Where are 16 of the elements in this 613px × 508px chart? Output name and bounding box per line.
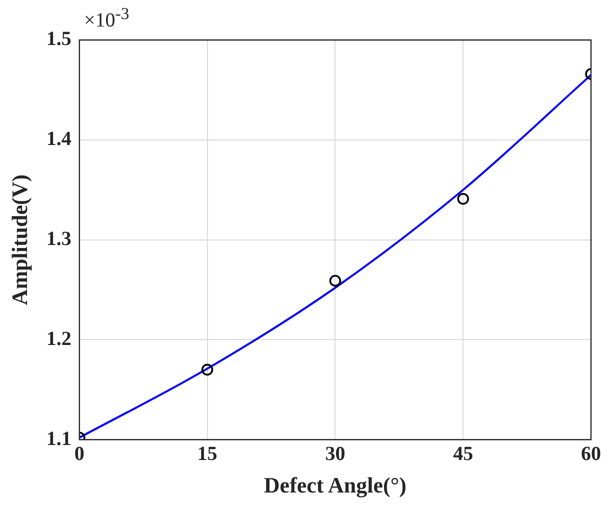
y-axis-title: Amplitude(V) (6, 174, 32, 306)
y-tick-label: 1.2 (46, 328, 72, 350)
x-tick-label: 15 (197, 442, 218, 465)
x-tick-label: 0 (74, 442, 84, 465)
point (329, 274, 342, 287)
y-tick-label: 1.3 (46, 228, 72, 250)
y-tick-label: 1.1 (46, 428, 72, 450)
point (457, 192, 469, 205)
x-tick-label: 45 (453, 442, 474, 465)
x-tick-label: 60 (581, 442, 601, 465)
point (201, 364, 214, 376)
x-tick-label: 30 (325, 442, 346, 465)
y-tick-label: 1.5 (46, 28, 72, 50)
text: ×10$^{-3}$ (84, 4, 130, 33)
x-axis-title: Defect Angle(°) (264, 472, 406, 498)
y-tick-label: 1.4 (46, 128, 72, 150)
